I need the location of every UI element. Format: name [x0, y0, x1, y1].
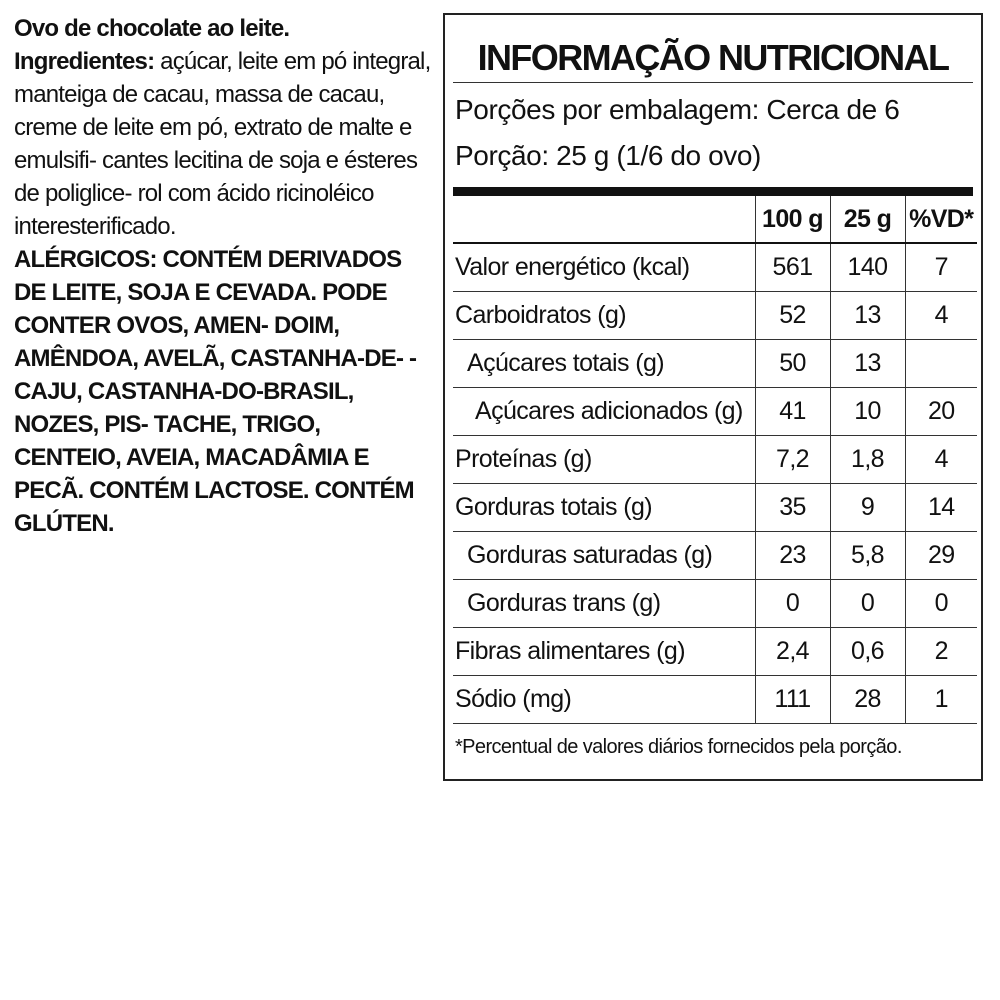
ingredients-text: manteiga de cacau, massa de cacau, creme — [14, 81, 385, 141]
table-row: Gorduras trans (g) 0 0 0 — [453, 579, 977, 628]
table-row: Sódio (mg) 111 28 1 — [453, 675, 977, 724]
allergens-paragraph: ALÉRGICOS: CONTÉM DERIVADOS DE LEITE, SO… — [14, 243, 432, 540]
product-description: Ovo de chocolate ao leite. Ingredientes:… — [14, 12, 432, 540]
value-100g: 23 — [754, 531, 831, 580]
ingredients-label: Ingredientes: — [14, 48, 155, 75]
nutrient-label: Açúcares adicionados (g) — [453, 387, 756, 436]
value-vd: 4 — [904, 291, 977, 340]
allergens-text: -CAJU, CASTANHA-DO-BRASIL, NOZES, PIS- — [14, 345, 417, 438]
value-100g: 111 — [754, 675, 831, 724]
ingredients-paragraph: Ingredientes: açúcar, leite em pó integr… — [14, 45, 432, 243]
value-vd: 1 — [904, 675, 977, 724]
table-row: Fibras alimentares (g) 2,4 0,6 2 — [453, 627, 977, 676]
table-row: Gorduras totais (g) 35 9 14 — [453, 483, 977, 532]
value-vd: 14 — [904, 483, 977, 532]
table-row: Açúcares adicionados (g) 41 10 20 — [453, 387, 977, 436]
value-100g: 35 — [754, 483, 831, 532]
value-25g: 5,8 — [829, 531, 906, 580]
value-100g: 7,2 — [754, 435, 831, 484]
allergens-text: E PECÃ. CONTÉM LACTOSE. CONTÉM GLÚTEN. — [14, 444, 415, 537]
nutrient-label: Proteínas (g) — [453, 435, 756, 484]
value-100g: 0 — [754, 579, 831, 628]
value-100g: 2,4 — [754, 627, 831, 676]
nutrient-label: Gorduras totais (g) — [453, 483, 756, 532]
value-vd: 29 — [904, 531, 977, 580]
table-row: Carboidratos (g) 52 13 4 — [453, 291, 977, 340]
column-header-vd: %VD* — [904, 196, 977, 244]
value-100g: 50 — [754, 339, 831, 388]
nutrition-table: 100 g 25 g %VD* Valor energético (kcal) 5… — [453, 196, 977, 724]
table-row: Gorduras saturadas (g) 23 5,8 29 — [453, 531, 977, 580]
ingredients-text: de leite em pó, extrato de malte e emuls… — [14, 114, 412, 174]
ingredients-text: açúcar, leite em pó integral, — [154, 48, 431, 75]
value-vd — [904, 339, 977, 388]
value-vd: 20 — [904, 387, 977, 436]
value-25g: 10 — [829, 387, 906, 436]
value-100g: 41 — [754, 387, 831, 436]
nutrient-label: Gorduras saturadas (g) — [453, 531, 756, 580]
allergens-text: SOJA E CEVADA. PODE CONTER OVOS, AMEN- — [14, 279, 388, 339]
ingredients-text: rol com ácido ricinoléico interesterific… — [14, 180, 374, 240]
value-25g: 1,8 — [829, 435, 906, 484]
nutrition-facts-panel: INFORMAÇÃO NUTRICIONAL Porções por embal… — [443, 13, 983, 781]
value-25g: 140 — [829, 242, 906, 292]
value-25g: 0,6 — [829, 627, 906, 676]
divider — [453, 82, 973, 83]
value-25g: 0 — [829, 579, 906, 628]
value-25g: 13 — [829, 291, 906, 340]
table-row: Proteínas (g) 7,2 1,8 4 — [453, 435, 977, 484]
value-25g: 9 — [829, 483, 906, 532]
value-100g: 561 — [754, 242, 831, 292]
thick-divider — [453, 187, 973, 196]
nutrient-label: Sódio (mg) — [453, 675, 756, 724]
product-name: Ovo de chocolate ao leite. — [14, 15, 290, 42]
nutrient-label: Valor energético (kcal) — [453, 242, 756, 292]
value-25g: 13 — [829, 339, 906, 388]
nutrient-label: Carboidratos (g) — [453, 291, 756, 340]
value-25g: 28 — [829, 675, 906, 724]
ingredients-text: cantes lecitina de soja e ésteres de pol… — [14, 147, 418, 207]
serving-size: Porção: 25 g (1/6 do ovo) — [455, 140, 761, 171]
table-row: Açúcares totais (g) 50 13 — [453, 339, 977, 388]
footnote: *Percentual de valores diários fornecido… — [455, 736, 902, 758]
value-vd: 2 — [904, 627, 977, 676]
servings-per-package: Porções por embalagem: Cerca de 6 — [455, 94, 900, 125]
nutrient-label: Gorduras trans (g) — [453, 579, 756, 628]
allergens-text: ALÉRGICOS: CONTÉM DERIVADOS DE LEITE, — [14, 246, 402, 306]
nutrient-label: Fibras alimentares (g) — [453, 627, 756, 676]
nutrition-title: INFORMAÇÃO NUTRICIONAL — [477, 37, 950, 78]
value-100g: 52 — [754, 291, 831, 340]
header-empty — [453, 196, 756, 244]
value-vd: 4 — [904, 435, 977, 484]
allergens-text: TACHE, TRIGO, CENTEIO, AVEIA, MACADÂMIA — [14, 411, 349, 471]
table-header-row: 100 g 25 g %VD* — [453, 196, 977, 244]
allergens-text: DOIM, AMÊNDOA, AVELÃ, CASTANHA-DE- — [14, 312, 404, 372]
value-vd: 7 — [904, 242, 977, 292]
column-header-25g: 25 g — [829, 196, 906, 244]
nutrient-label: Açúcares totais (g) — [453, 339, 756, 388]
column-header-100g: 100 g — [754, 196, 831, 244]
table-row: Valor energético (kcal) 561 140 7 — [453, 242, 977, 292]
value-vd: 0 — [904, 579, 977, 628]
